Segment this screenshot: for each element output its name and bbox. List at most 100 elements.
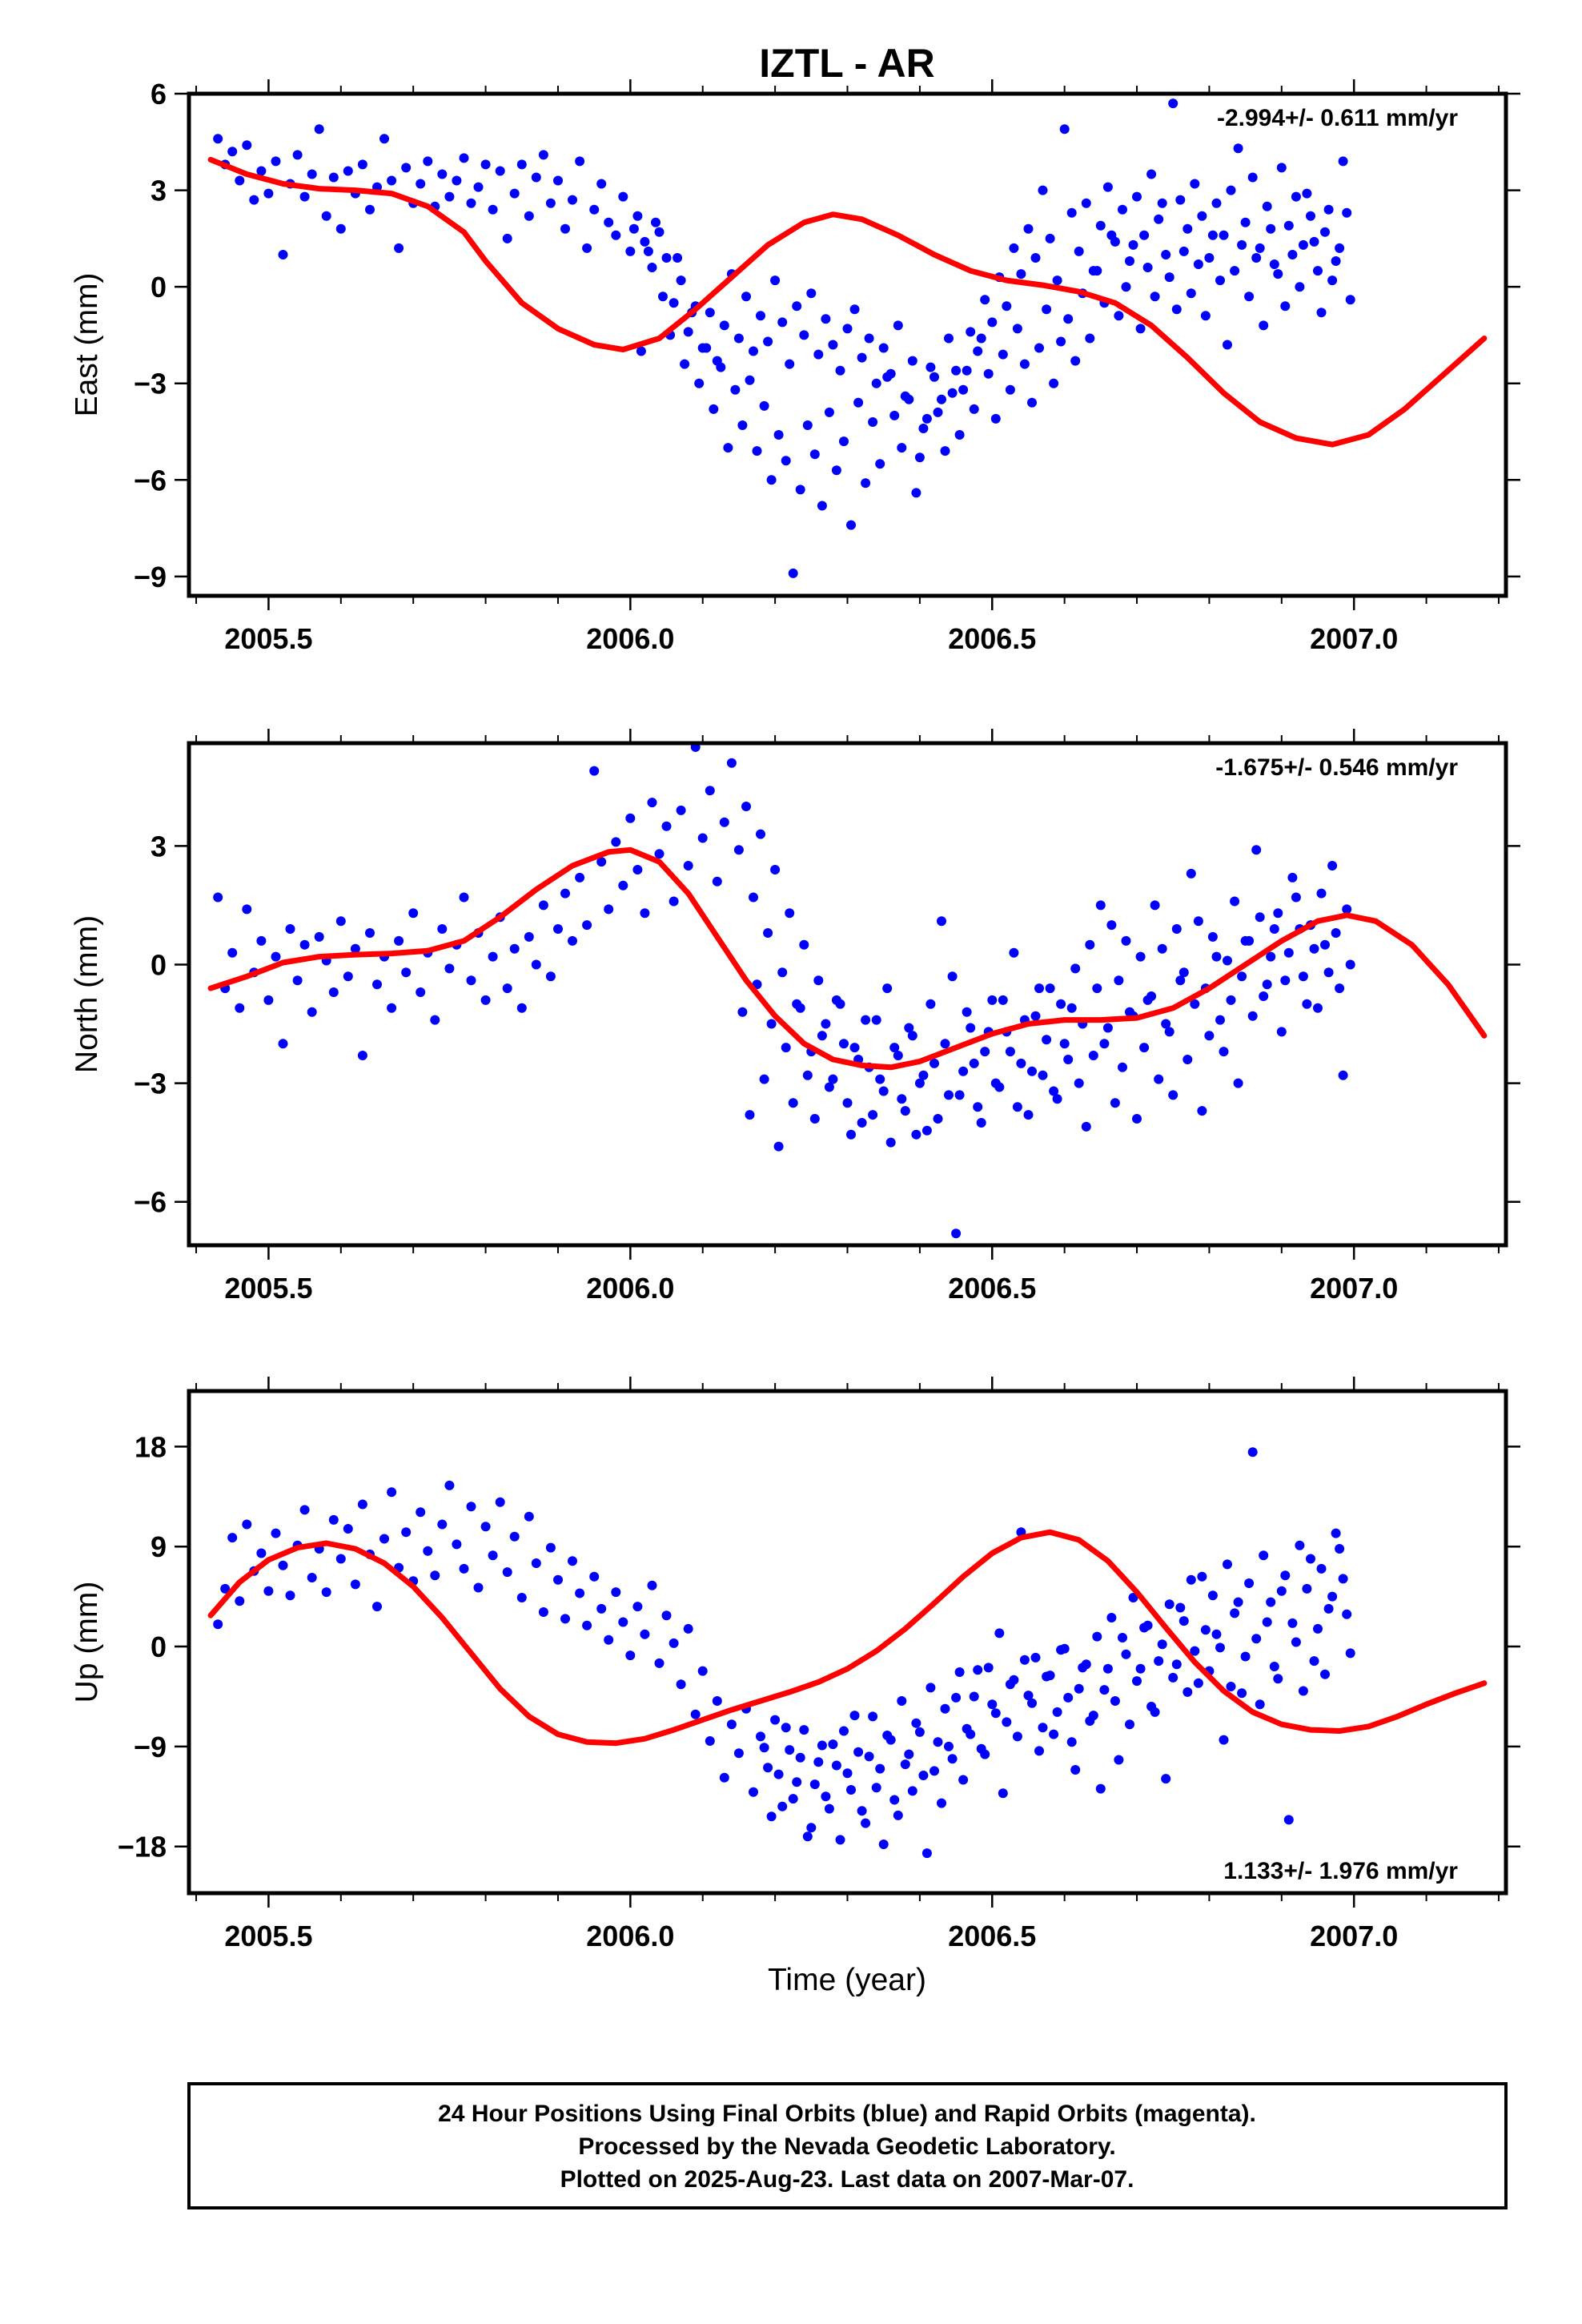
east-data-point: [1132, 191, 1142, 202]
east-data-point: [452, 175, 462, 186]
north-data-point: [1142, 995, 1153, 1005]
north-data-point: [987, 995, 998, 1005]
east-data-point: [379, 134, 389, 144]
north-data-point: [976, 1118, 986, 1128]
east-rate-label: -2.994+/- 0.611 mm/yr: [1217, 105, 1458, 131]
east-data-point: [1146, 169, 1157, 179]
east-data-point: [694, 378, 705, 388]
north-data-point: [980, 1047, 990, 1057]
up-data-point: [618, 1617, 628, 1627]
north-data-point: [705, 786, 715, 796]
north-data-point: [911, 1129, 921, 1140]
east-data-point: [759, 400, 769, 411]
north-data-point: [1132, 1114, 1142, 1124]
north-data-point: [256, 935, 267, 946]
north-data-point: [785, 908, 795, 919]
up-data-point: [821, 1791, 831, 1802]
up-data-point: [1042, 1671, 1052, 1682]
north-data-point: [1327, 861, 1338, 870]
up-data-point: [1128, 1593, 1138, 1602]
east-data-point: [473, 182, 484, 192]
north-data-point: [1081, 1121, 1091, 1132]
north-data-point: [1204, 1031, 1215, 1041]
east-data-point: [998, 349, 1008, 360]
east-data-point: [1262, 201, 1272, 211]
up-data-point: [777, 1801, 788, 1811]
up-data-point: [799, 1725, 809, 1735]
north-data-point: [966, 1023, 976, 1033]
north-data-point: [1023, 1110, 1034, 1120]
north-data-point: [1276, 1027, 1287, 1037]
north-data-point: [871, 1015, 881, 1025]
north-y-tick-label: 0: [151, 948, 167, 981]
east-data-point: [745, 375, 755, 385]
east-data-point: [1023, 223, 1034, 234]
up-x-tick-label: 2006.5: [948, 1920, 1036, 1952]
east-data-point: [423, 156, 433, 167]
east-data-point: [524, 211, 534, 221]
east-data-point: [1142, 263, 1153, 272]
east-data-point: [444, 191, 455, 202]
east-data-point: [926, 362, 936, 372]
north-data-point: [1244, 935, 1255, 946]
up-data-point: [1154, 1656, 1164, 1667]
up-data-point: [632, 1602, 643, 1612]
north-data-point: [357, 1051, 367, 1060]
north-data-point: [875, 1074, 885, 1084]
east-data-point: [802, 420, 813, 430]
up-data-point: [1255, 1699, 1265, 1710]
north-data-point: [1298, 971, 1308, 982]
east-data-point: [1193, 259, 1203, 269]
east-data-point: [466, 198, 476, 208]
east-y-axis-label: East (mm): [70, 273, 104, 417]
up-data-point: [357, 1499, 367, 1510]
up-data-point: [1150, 1707, 1160, 1717]
up-data-point: [733, 1748, 744, 1759]
north-frame: [187, 741, 1508, 1248]
east-data-point: [969, 404, 979, 414]
up-data-point: [1125, 1719, 1134, 1730]
north-data-point: [1259, 991, 1269, 1001]
up-data-point: [1233, 1597, 1243, 1607]
east-data-point: [752, 446, 762, 456]
north-data-point: [958, 1066, 969, 1076]
east-data-point: [1266, 223, 1276, 234]
east-data-point: [1150, 292, 1160, 302]
north-data-point: [1331, 928, 1341, 938]
east-data-point: [673, 253, 683, 263]
up-data-point: [763, 1763, 773, 1773]
east-data-point: [842, 324, 853, 334]
east-data-point: [1269, 259, 1279, 269]
east-data-point: [1059, 124, 1070, 135]
east-data-point: [966, 327, 976, 337]
east-data-point: [509, 188, 520, 199]
north-data-point: [726, 758, 737, 768]
up-data-point: [1078, 1663, 1088, 1673]
east-data-point: [1019, 359, 1030, 369]
east-data-point: [1223, 340, 1232, 350]
up-data-point: [1306, 1554, 1315, 1564]
up-data-point: [1313, 1623, 1323, 1634]
up-data-point: [1168, 1672, 1178, 1683]
north-data-point: [242, 904, 252, 915]
north-data-point: [889, 1043, 900, 1053]
north-data-point: [777, 967, 788, 978]
up-data-point: [1316, 1563, 1327, 1574]
east-data-point: [1298, 239, 1308, 250]
up-y-tick-label: −9: [134, 1731, 167, 1763]
east-data-point: [831, 465, 841, 476]
up-data-point: [835, 1835, 845, 1845]
up-data-point: [307, 1573, 317, 1582]
east-data-point: [1207, 230, 1218, 240]
up-data-point: [846, 1785, 856, 1795]
north-data-point: [944, 1090, 954, 1100]
east-data-point: [437, 169, 448, 179]
up-data-point: [914, 1727, 925, 1737]
east-data-point: [1320, 227, 1330, 237]
east-data-point: [568, 195, 577, 205]
east-data-point: [1295, 282, 1305, 292]
north-data-point: [1102, 1023, 1113, 1033]
east-data-point: [387, 175, 397, 186]
north-data-point: [459, 892, 469, 903]
east-data-point: [1345, 295, 1355, 305]
